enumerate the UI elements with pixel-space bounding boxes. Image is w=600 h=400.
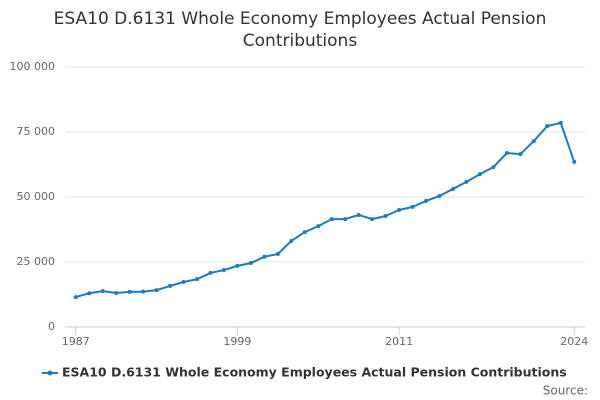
source: Source:	[543, 384, 588, 398]
point	[558, 120, 563, 125]
point	[289, 238, 294, 243]
point	[410, 204, 415, 209]
point	[221, 268, 226, 273]
point	[208, 270, 213, 275]
x-tick-label: 1987	[62, 335, 90, 348]
point	[248, 261, 253, 266]
point	[343, 217, 348, 222]
point	[262, 254, 267, 259]
y-tick-label: 100 000	[10, 60, 56, 73]
point	[477, 172, 482, 177]
point	[370, 217, 375, 222]
point	[127, 289, 132, 294]
point	[518, 152, 523, 157]
point	[329, 217, 334, 222]
point	[275, 251, 280, 256]
legend-marker	[47, 370, 53, 376]
point	[450, 186, 455, 191]
y-tick-label: 0	[48, 320, 55, 333]
point	[141, 289, 146, 294]
x-tick-label: 1999	[223, 335, 251, 348]
point	[195, 277, 200, 282]
chart-title: ESA10 D.6131 Whole Economy Employees Act…	[53, 9, 547, 51]
point	[572, 159, 577, 164]
point	[437, 193, 442, 198]
point	[302, 230, 307, 235]
point	[504, 151, 509, 156]
point	[73, 295, 78, 300]
point	[168, 283, 173, 288]
point	[114, 290, 119, 295]
y-tick-label: 50 000	[17, 190, 56, 203]
y-tick-label: 75 000	[17, 125, 56, 138]
point	[356, 212, 361, 217]
point	[424, 198, 429, 203]
point	[545, 124, 550, 129]
point	[235, 263, 240, 268]
x-tick-label: 2024	[560, 335, 588, 348]
x-tick-label: 2011	[385, 335, 413, 348]
point	[87, 291, 92, 296]
point	[316, 224, 321, 229]
legend-label: ESA10 D.6131 Whole Economy Employees Act…	[62, 365, 567, 380]
y-tick-label: 25 000	[17, 255, 56, 268]
point	[397, 208, 402, 212]
point	[531, 139, 536, 144]
point	[491, 165, 496, 170]
point	[181, 280, 186, 285]
point	[464, 179, 469, 184]
point	[154, 288, 159, 293]
point	[383, 213, 388, 218]
point	[100, 289, 105, 294]
line	[75, 121, 576, 299]
